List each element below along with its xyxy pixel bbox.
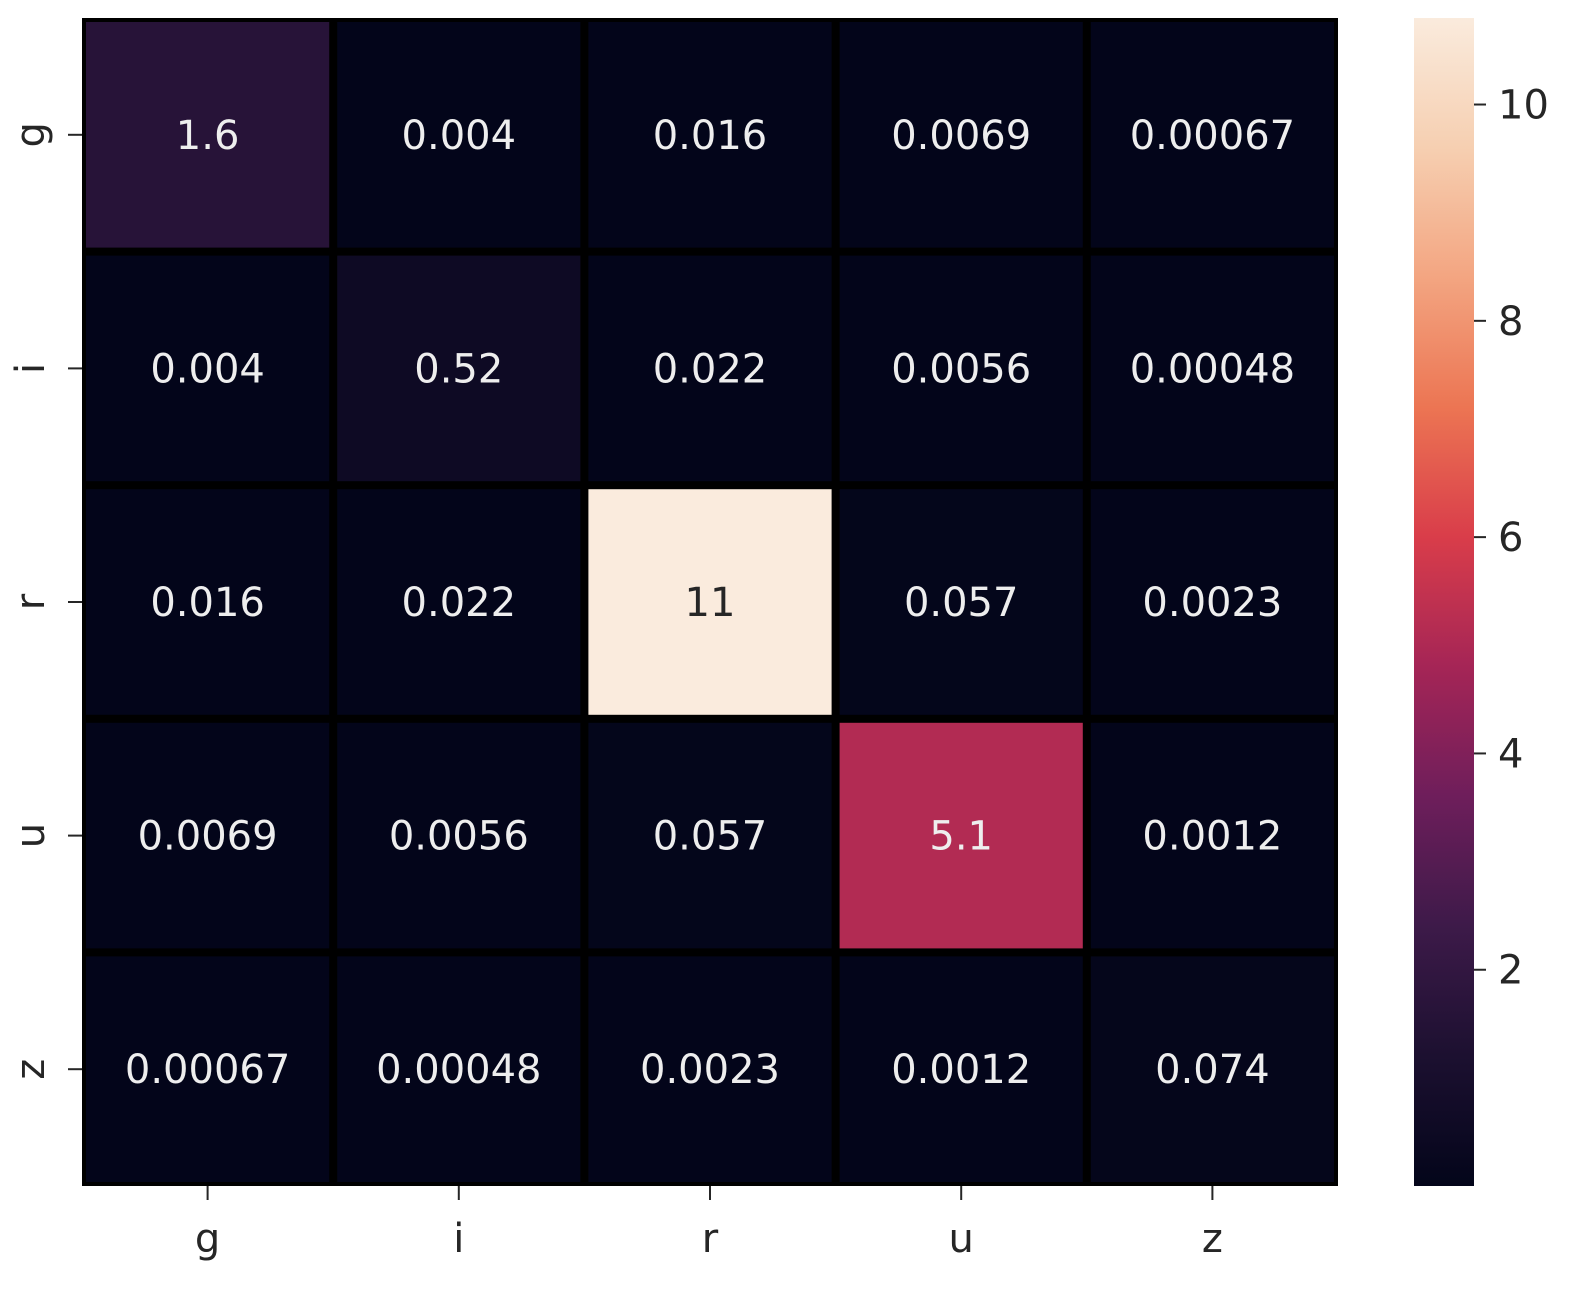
heatmap-cell (839, 22, 1083, 248)
x-tick-label: g (195, 1216, 220, 1262)
cell-value-label: 0.016 (653, 113, 768, 159)
heatmap-cell (839, 956, 1083, 1182)
colorbar-tick-label: 8 (1498, 299, 1523, 345)
cell-value-label: 0.004 (402, 113, 517, 159)
cell-value-label: 0.057 (653, 814, 768, 860)
y-tick-label: g (8, 122, 54, 147)
colorbar-tick-label: 2 (1498, 948, 1523, 994)
cell-value-label: 0.00067 (125, 1047, 290, 1093)
cell-value-label: 0.0023 (640, 1047, 780, 1093)
cell-value-label: 0.074 (1155, 1047, 1270, 1093)
y-tick-label: u (8, 823, 54, 848)
cell-value-label: 0.0056 (389, 814, 529, 860)
heatmap-cell (588, 255, 832, 482)
cell-value-label: 5.1 (929, 814, 993, 860)
cell-value-label: 0.52 (414, 346, 503, 392)
colorbar-tick-label: 6 (1498, 515, 1523, 561)
colorbar-tick-label: 10 (1498, 83, 1549, 129)
y-tick-label: z (8, 1059, 54, 1080)
cell-value-label: 0.0069 (138, 814, 278, 860)
heatmap-cell (337, 255, 581, 482)
cell-value-label: 0.022 (653, 346, 768, 392)
colorbar (1414, 18, 1474, 1186)
heatmap-cell (588, 489, 832, 715)
cell-value-label: 0.022 (402, 580, 517, 626)
colorbar-tick-label: 4 (1498, 731, 1523, 777)
cell-value-label: 0.00067 (1130, 113, 1295, 159)
cell-value-label: 0.0012 (891, 1047, 1031, 1093)
cell-value-label: 0.00048 (376, 1047, 541, 1093)
cell-value-label: 1.6 (176, 113, 240, 159)
heatmap-cell (337, 722, 581, 949)
heatmap-cell (86, 489, 330, 715)
x-tick-label: i (453, 1216, 464, 1262)
y-tick-label: i (8, 363, 54, 374)
heatmap-cell (337, 22, 581, 248)
cell-value-label: 0.016 (150, 580, 265, 626)
heatmap-cell (86, 722, 330, 949)
cell-value-label: 0.0023 (1142, 580, 1282, 626)
heatmap-cell (86, 22, 330, 248)
cell-value-label: 0.0012 (1142, 814, 1282, 860)
x-tick-label: u (949, 1216, 974, 1262)
heatmap-cell (86, 956, 330, 1182)
heatmap-cell (588, 956, 832, 1182)
cell-value-label: 0.0069 (891, 113, 1031, 159)
cell-value-label: 0.004 (150, 346, 265, 392)
colorbar-ticks: 2 4 6 8 10 (1474, 83, 1549, 994)
heatmap-cell (337, 489, 581, 715)
y-tick-label: r (8, 593, 54, 610)
heatmap-cell (839, 255, 1083, 482)
cell-value-label: 0.057 (904, 580, 1019, 626)
heatmap-cell (86, 255, 330, 482)
heatmap-cell (1090, 722, 1334, 949)
x-tick-label: z (1202, 1216, 1223, 1262)
heatmap-cell (839, 489, 1083, 715)
heatmap-cell (1090, 956, 1334, 1182)
heatmap-cell (588, 22, 832, 248)
heatmap-cell (1090, 255, 1334, 482)
heatmap-cells: 1.6 0.004 0.016 0.0069 0.00067 0.004 0.52 0.022… (82, 18, 1338, 1186)
heatmap-cell (839, 722, 1083, 949)
heatmap-cell (1090, 22, 1334, 248)
cell-value-label: 0.00048 (1130, 346, 1295, 392)
heatmap-cell (337, 956, 581, 1182)
cell-value-label: 0.0056 (891, 346, 1031, 392)
heatmap-cell (588, 722, 832, 949)
x-tick-label: r (702, 1216, 719, 1262)
y-axis-ticks: g i r u z (8, 122, 82, 1080)
heatmap-cell (1090, 489, 1334, 715)
cell-value-label: 11 (685, 580, 736, 626)
